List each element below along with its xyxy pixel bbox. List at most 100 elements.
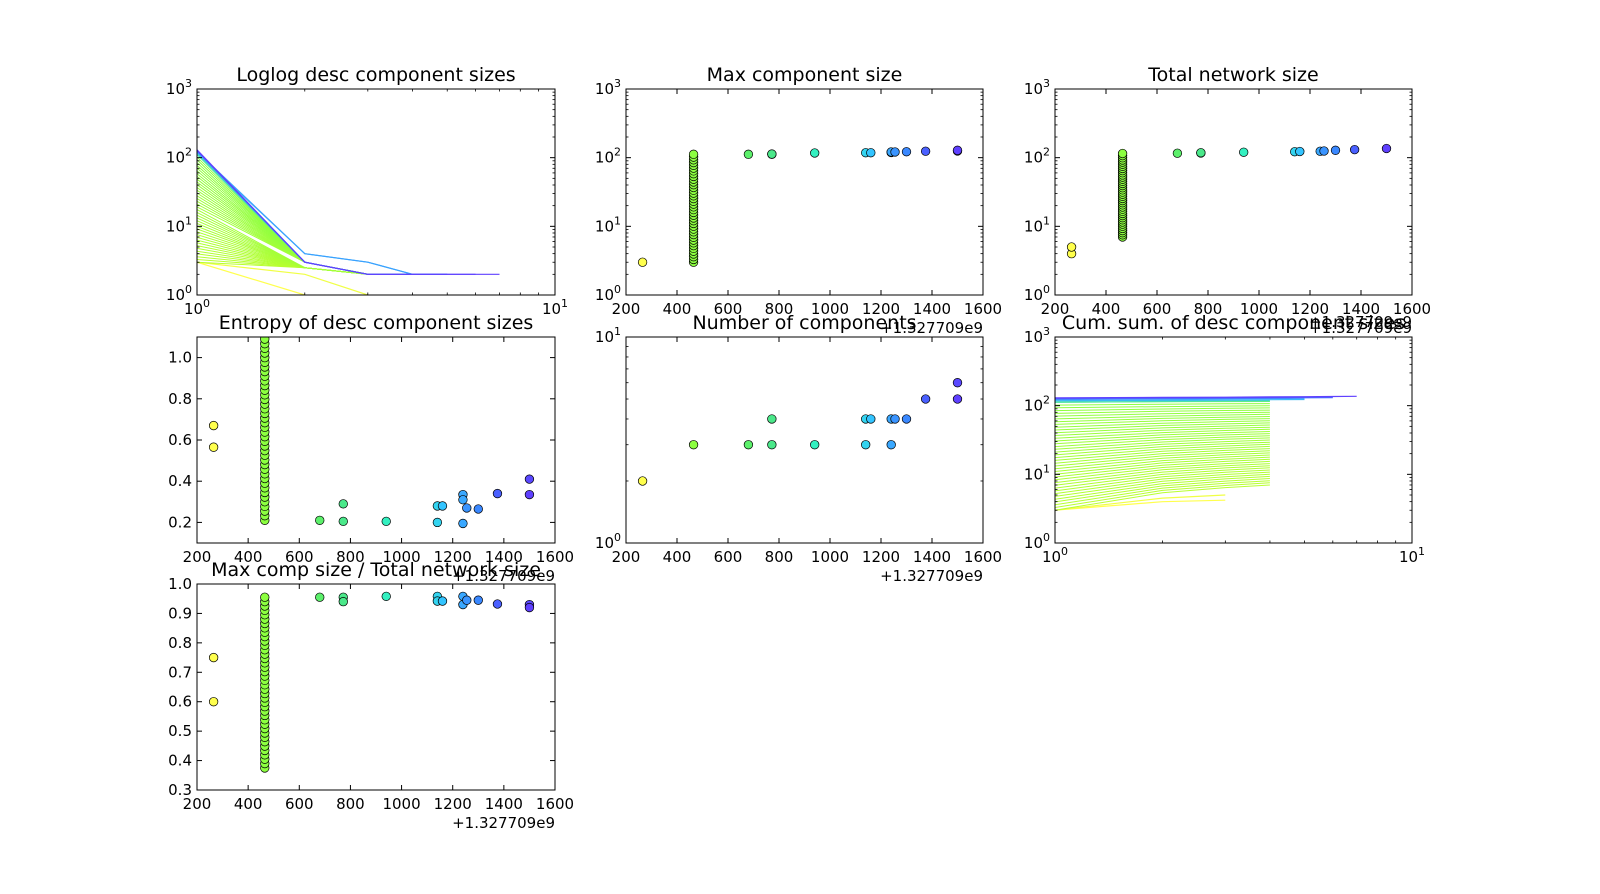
series-line <box>1055 426 1270 436</box>
series-line <box>1055 454 1270 472</box>
series-line <box>1055 416 1270 423</box>
y-tick-label: 102 <box>595 146 621 167</box>
plot-area <box>1066 143 1392 259</box>
y-tick-label: 103 <box>1024 77 1050 98</box>
data-point <box>743 149 754 159</box>
series-line <box>197 242 413 275</box>
y-tick-label: 101 <box>1024 214 1050 235</box>
y-tick-label: 101 <box>595 214 621 235</box>
series-line <box>1055 420 1270 428</box>
series-line <box>1055 437 1270 450</box>
x-offset-label: +1.327709e9 <box>452 567 555 585</box>
y-tick-label: 101 <box>166 214 192 235</box>
x-tick-label: 400 <box>663 548 692 566</box>
data-point <box>260 592 270 602</box>
data-point <box>1196 148 1206 158</box>
plot-area <box>637 145 963 267</box>
series-line <box>1055 395 1357 399</box>
plot-area <box>208 337 535 529</box>
y-tick-label: 100 <box>1024 531 1050 552</box>
data-point <box>492 488 503 499</box>
x-tick-label: 1200 <box>862 548 900 566</box>
y-tick-label: 103 <box>1024 325 1050 346</box>
y-tick-label: 103 <box>166 77 192 98</box>
data-point <box>381 516 391 527</box>
x-tick-label: 400 <box>663 300 692 318</box>
series-line <box>1055 428 1270 439</box>
x-tick-label: 200 <box>1041 300 1070 318</box>
data-point <box>743 440 754 450</box>
y-tick-label: 1.0 <box>168 349 192 367</box>
series-line <box>197 239 413 275</box>
data-point <box>767 149 777 159</box>
x-tick-label: 1600 <box>964 300 1002 318</box>
y-tick-label: 0.6 <box>168 693 192 711</box>
series-line <box>1055 445 1270 461</box>
x-tick-label: 400 <box>1092 300 1121 318</box>
x-tick-label: 400 <box>234 795 263 813</box>
data-point <box>1172 148 1183 158</box>
x-tick-label: 1000 <box>811 300 849 318</box>
data-point <box>473 504 483 514</box>
data-point <box>315 592 325 602</box>
data-point <box>767 440 777 450</box>
data-point <box>462 503 472 513</box>
series-line <box>1055 458 1270 478</box>
x-tick-label: 800 <box>336 548 365 566</box>
series-line <box>197 261 308 295</box>
y-tick-label: 0.8 <box>168 390 192 408</box>
data-point <box>1117 148 1128 159</box>
series-line <box>1055 452 1270 470</box>
x-tick-label: 1400 <box>913 548 951 566</box>
y-tick-label: 0.6 <box>168 431 192 449</box>
series-line <box>1055 435 1270 448</box>
x-offset-label: +1.327709e9 <box>880 319 983 337</box>
panel-p1: 100 101 102 103 100 101 Loglog desc component … <box>166 64 568 318</box>
x-tick-label: 1200 <box>862 300 900 318</box>
x-tick-label: 1400 <box>1342 300 1380 318</box>
data-point <box>208 652 219 663</box>
axes-frame <box>196 88 556 296</box>
panel-p7: 0.3 0.4 0.5 0.6 0.7 0.8 0.9 1.0 200 400 600 800 1000… <box>168 559 574 832</box>
data-point <box>1330 145 1341 155</box>
data-point <box>432 517 443 528</box>
axes-frame <box>196 583 556 791</box>
series-line <box>1055 494 1226 511</box>
series-line <box>1055 443 1270 459</box>
x-tick-label: 1200 <box>1291 300 1329 318</box>
series-line <box>1055 448 1270 464</box>
y-tick-label: 1.0 <box>168 575 192 593</box>
data-point <box>890 414 900 424</box>
axes-frame <box>196 336 556 544</box>
data-point <box>1319 146 1329 156</box>
data-point <box>866 148 876 158</box>
data-point <box>338 597 348 607</box>
x-offset-label: +1.327709e9 <box>1309 319 1412 337</box>
axes-frame <box>1054 88 1413 296</box>
x-tick-label: 1000 <box>811 548 849 566</box>
series-line <box>197 149 500 275</box>
data-point <box>952 145 963 155</box>
panel-title: Loglog desc component sizes <box>236 64 515 86</box>
panel-title: Max comp size / Total network size <box>211 559 541 581</box>
x-tick-label: 1600 <box>536 795 574 813</box>
x-tick-label: 101 <box>1399 545 1425 566</box>
data-point <box>810 148 820 158</box>
x-tick-label: 200 <box>183 548 212 566</box>
panel-p4: 0.2 0.4 0.6 0.8 1.0 200 400 600 800 1000 1200 1400 1… <box>168 312 574 585</box>
data-point <box>901 147 912 157</box>
x-tick-label: 100 <box>1042 545 1068 566</box>
panel-title: Number of components <box>692 312 916 334</box>
panel-title: Total network size <box>1147 64 1318 86</box>
series-line <box>1055 463 1270 484</box>
series-line <box>1055 431 1270 442</box>
data-point <box>1239 147 1249 157</box>
series-line <box>1055 411 1270 417</box>
data-point <box>637 257 648 267</box>
data-point <box>381 591 391 602</box>
x-tick-label: 200 <box>612 548 641 566</box>
x-tick-label: 1400 <box>913 300 951 318</box>
data-point <box>437 501 448 511</box>
y-tick-label: 0.8 <box>168 634 192 652</box>
